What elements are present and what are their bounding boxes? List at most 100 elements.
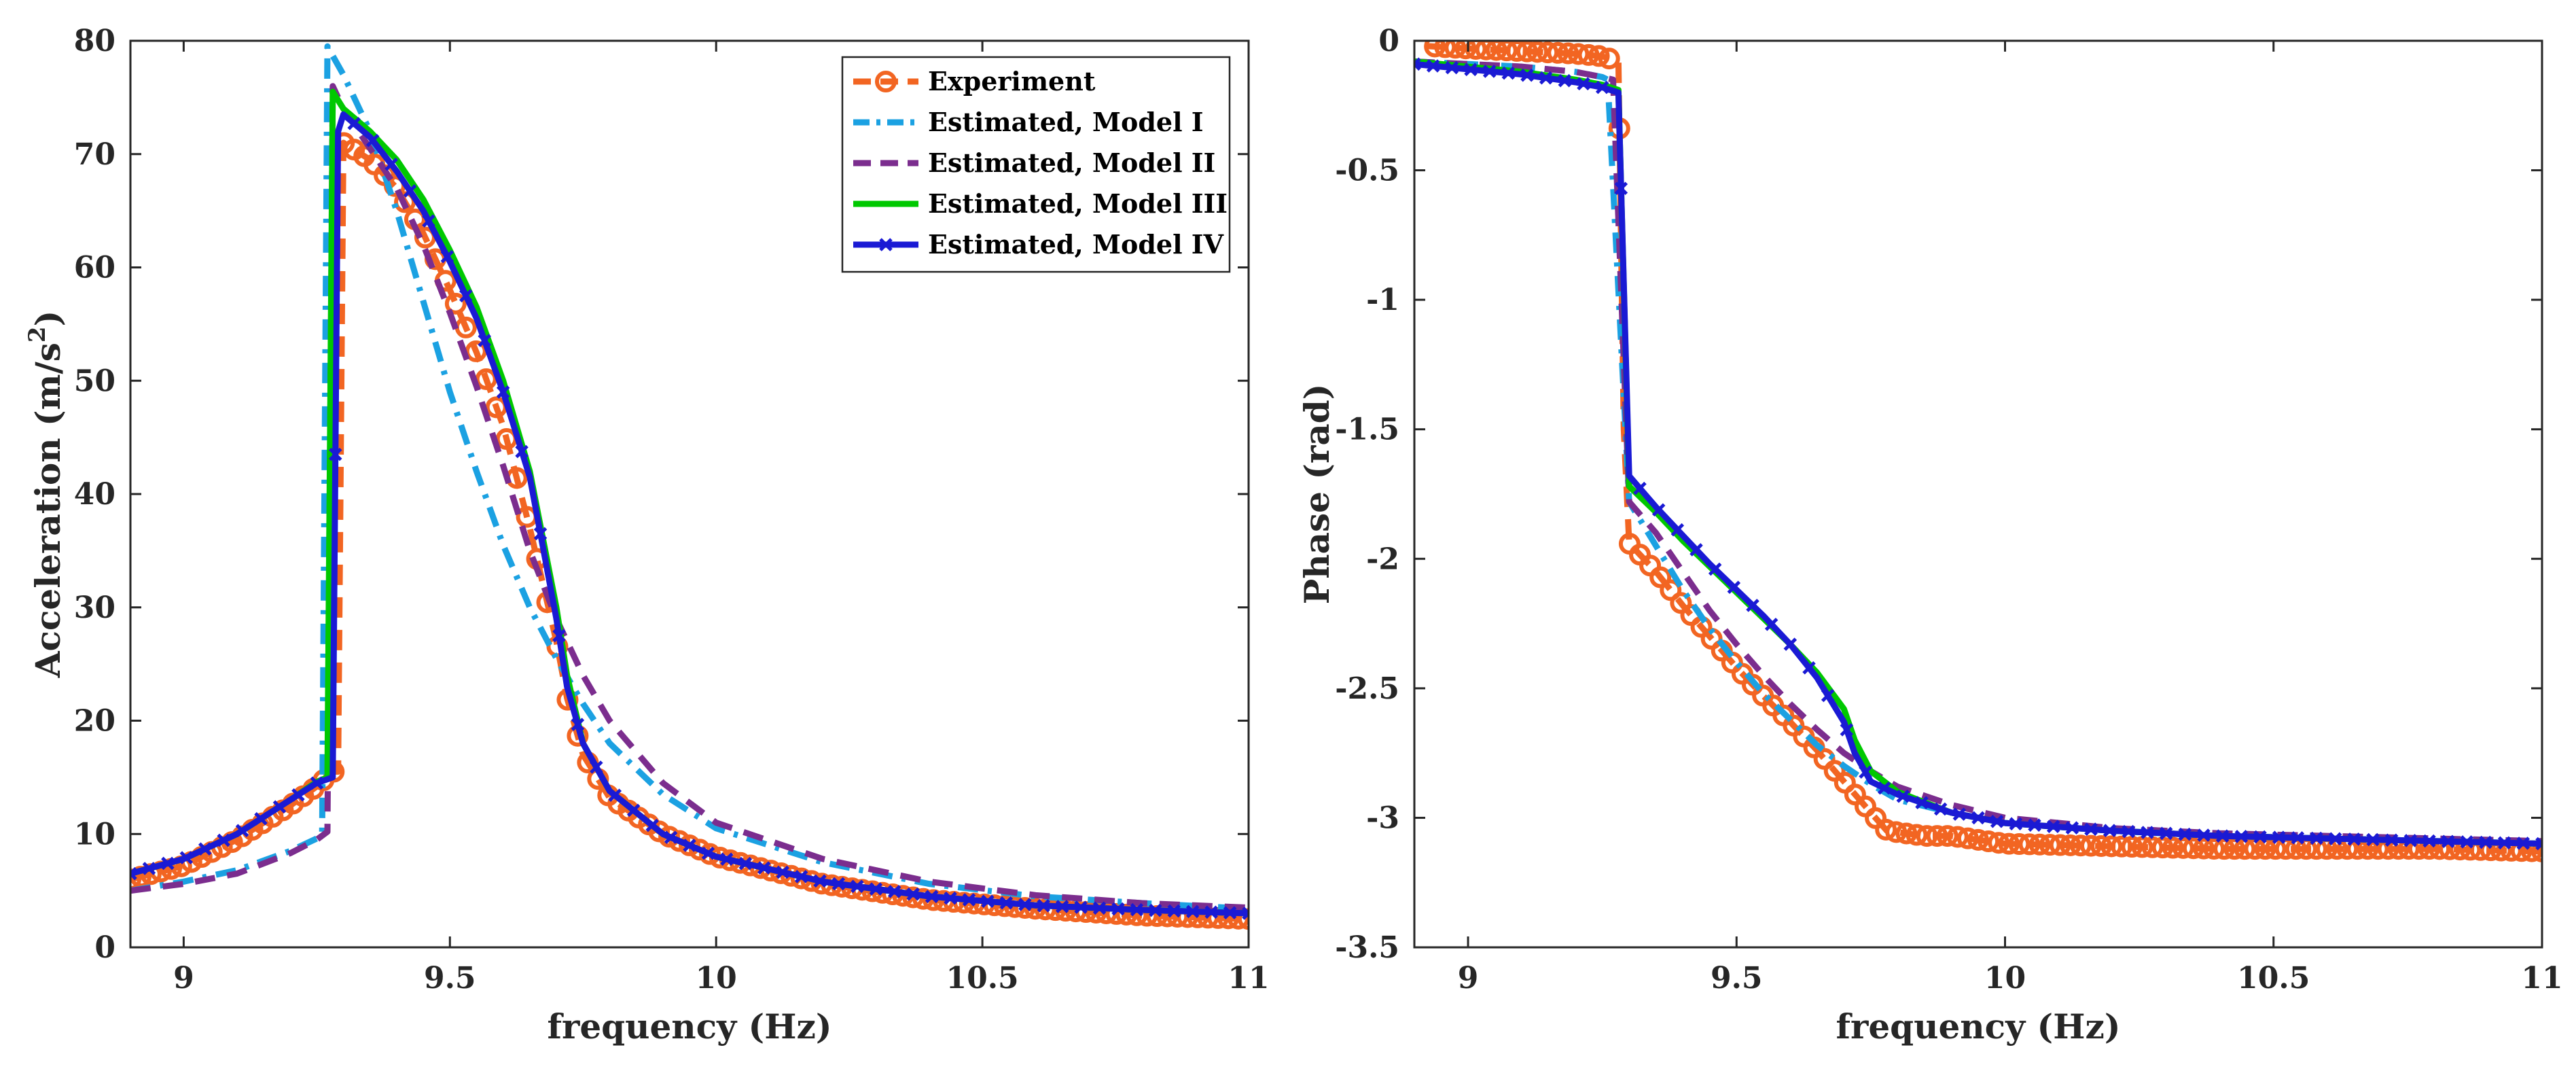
x-tick-label: 9.5	[1711, 961, 1763, 996]
data-point	[2159, 826, 2173, 841]
data-point	[2535, 837, 2542, 851]
data-point	[2141, 836, 2164, 858]
x-tick-label: 11	[2521, 961, 2562, 996]
data-point	[459, 289, 473, 302]
data-point	[2253, 830, 2267, 844]
x-tick-label: 9	[1458, 961, 1479, 996]
data-point	[2223, 838, 2246, 860]
data-point	[1651, 503, 1666, 517]
data-point	[440, 249, 454, 264]
data-point	[1595, 80, 1609, 94]
data-point	[2046, 820, 2060, 833]
data-point	[1614, 181, 1628, 196]
series-line-3	[1414, 58, 2542, 845]
data-point	[981, 894, 995, 909]
data-point	[1577, 43, 1600, 66]
y-tick-label: 60	[74, 251, 115, 285]
data-point	[1567, 43, 1590, 65]
data-point	[2090, 835, 2113, 857]
phase-panel: 9 9.5 10 10.5 11 0 -0.5 -1 -1.5 -2 -2.5 -3 -3.5 frequ…	[1297, 24, 2563, 1047]
data-point	[2178, 827, 2192, 841]
data-point	[1915, 796, 1929, 809]
x-axis-label: frequency (Hz)	[548, 1006, 832, 1047]
data-point	[1167, 904, 1181, 918]
series-group	[1414, 41, 2542, 862]
series-line-2	[130, 43, 1249, 912]
y-tick-label: -2.5	[1335, 671, 1399, 706]
data-point	[1055, 900, 1069, 913]
data-point	[1156, 905, 1179, 928]
data-point	[142, 862, 156, 875]
data-point	[1727, 580, 1741, 594]
data-point	[1978, 830, 2000, 853]
data-point	[608, 788, 622, 802]
data-point	[2122, 824, 2136, 839]
data-point	[2009, 817, 2023, 830]
data-point	[776, 865, 789, 879]
data-point	[869, 882, 883, 896]
y-axis-label: Acceleration (m/s2)	[24, 311, 68, 679]
data-point	[2272, 830, 2286, 844]
data-point	[757, 861, 771, 875]
data-point	[365, 133, 380, 147]
data-point	[1916, 825, 1938, 847]
data-point	[2479, 835, 2492, 849]
data-point	[422, 214, 435, 228]
data-point	[347, 116, 361, 130]
data-point	[831, 877, 846, 891]
x-tick-label: 10.5	[2237, 961, 2310, 996]
data-point	[1558, 73, 1572, 88]
data-point	[2111, 835, 2133, 858]
data-point	[701, 846, 715, 860]
data-point	[1998, 832, 2020, 855]
data-point	[1465, 41, 1487, 60]
data-point	[2049, 834, 2071, 856]
y-tick-label: 0	[94, 930, 115, 965]
data-point	[1598, 48, 1620, 70]
y-tick-label: -1.5	[1335, 412, 1399, 447]
data-point	[1840, 723, 1854, 737]
data-point	[1482, 65, 1497, 78]
data-point	[925, 890, 939, 904]
data-point	[668, 830, 691, 852]
data-point	[1149, 903, 1162, 917]
data-point	[161, 856, 175, 871]
data-point	[1092, 901, 1107, 915]
data-point	[403, 184, 417, 198]
x-tick-label: 9	[173, 961, 194, 996]
data-point	[1547, 41, 1569, 64]
data-point	[1185, 905, 1200, 919]
data-point	[1906, 824, 1928, 846]
data-point	[688, 839, 711, 861]
y-axis-label-superscript: 2	[24, 326, 51, 343]
data-point	[130, 866, 137, 881]
data-point	[2347, 832, 2361, 846]
data-point	[698, 843, 721, 865]
y-tick-label: -1	[1366, 283, 1399, 317]
data-point	[645, 818, 659, 832]
data-point	[533, 527, 548, 541]
data-point	[1115, 903, 1138, 926]
data-point	[2100, 835, 2123, 858]
legend: Experiment Estimated, Model I Estimated, M…	[841, 56, 1231, 273]
data-point	[1424, 41, 1446, 58]
legend-label: Estimated, Model IV	[928, 229, 1225, 260]
data-point	[590, 760, 603, 774]
data-point	[2008, 833, 2031, 856]
data-point	[1520, 68, 1534, 82]
data-point	[291, 788, 305, 802]
y-tick-label: -0.5	[1335, 154, 1399, 188]
data-point	[1454, 41, 1477, 60]
data-point	[1633, 481, 1647, 495]
data-point	[1445, 60, 1459, 75]
data-point	[179, 851, 194, 864]
data-point	[2018, 833, 2041, 856]
legend-label: Estimated, Model III	[928, 188, 1228, 219]
data-point	[254, 811, 268, 826]
data-point	[2366, 832, 2380, 847]
data-point	[794, 870, 808, 883]
data-point	[1885, 821, 1908, 843]
data-point	[235, 824, 249, 838]
data-point	[1689, 543, 1703, 557]
data-point	[1126, 904, 1148, 926]
